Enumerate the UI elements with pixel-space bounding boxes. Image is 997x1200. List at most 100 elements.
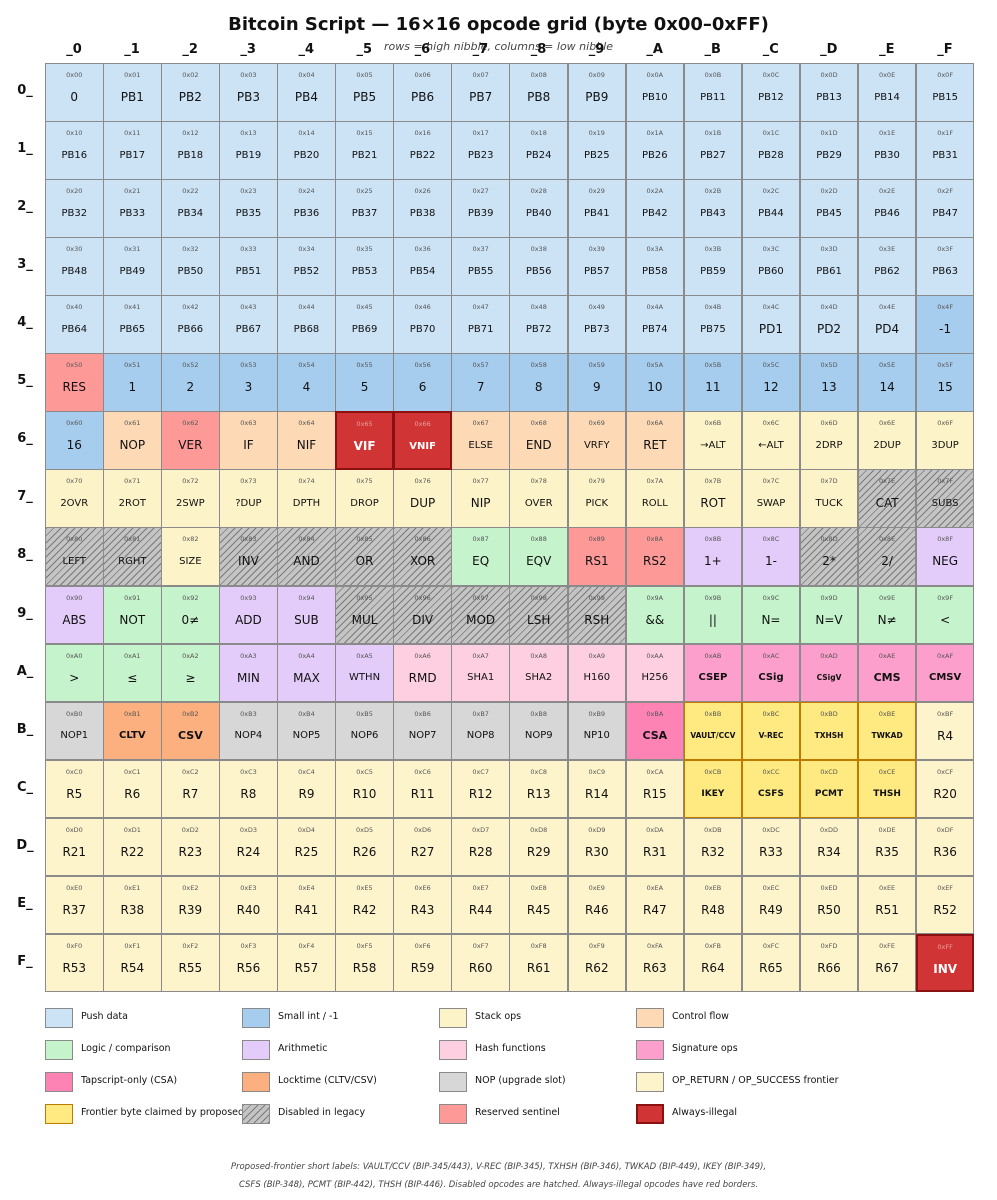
opcode-cell: 0xFC R65 — [741, 933, 801, 993]
opcode-hex: 0x7D — [820, 477, 838, 486]
opcode-cell: 0x5B 11 — [683, 353, 743, 412]
opcode-hex: 0xE2 — [182, 883, 199, 892]
opcode-label: R20 — [933, 786, 957, 801]
opcode-hex: 0x90 — [66, 593, 83, 602]
opcode-hex: 0x68 — [530, 419, 547, 428]
opcode-cell: 0x3C PB60 — [741, 237, 801, 296]
opcode-cell: 0xCF R20 — [915, 759, 975, 819]
opcode-label: PB23 — [467, 149, 494, 161]
opcode-label: R24 — [236, 844, 261, 859]
opcode-cell: 0x67 ELSE — [451, 411, 510, 470]
opcode-label: R9 — [298, 786, 315, 801]
opcode-cell: 0x04 PB4 — [277, 63, 336, 122]
opcode-hex: 0x48 — [530, 303, 547, 312]
opcode-cell: 0xE4 R41 — [277, 875, 336, 935]
opcode-label: 8 — [534, 380, 543, 395]
opcode-cell: 0xC7 R12 — [451, 759, 510, 819]
opcode-hex: 0x51 — [124, 361, 141, 370]
opcode-label: PB64 — [61, 323, 88, 335]
opcode-label: PB6 — [411, 90, 435, 104]
opcode-hex: 0x26 — [414, 187, 431, 196]
opcode-cell: 0x15 PB21 — [335, 121, 394, 180]
opcode-label: PB72 — [525, 323, 552, 335]
opcode-label: 2/ — [881, 554, 893, 569]
opcode-cell: 0x27 PB39 — [451, 179, 510, 238]
opcode-hex: 0x21 — [124, 187, 141, 196]
opcode-label: PB63 — [932, 265, 958, 277]
opcode-hex: 0xFB — [704, 941, 721, 950]
opcode-hex: 0x5B — [704, 361, 722, 370]
opcode-label: DPTH — [292, 497, 321, 509]
opcode-hex: 0x10 — [66, 129, 83, 138]
opcode-label: ≤ — [127, 670, 138, 685]
opcode-hex: 0xD7 — [472, 825, 490, 834]
opcode-cell: 0xAB CSEP — [683, 643, 743, 703]
opcode-cell: 0x97 MOD — [451, 585, 510, 645]
opcode-hex: 0x5A — [646, 361, 664, 370]
opcode-label: R27 — [410, 844, 435, 859]
opcode-label: R22 — [120, 844, 145, 859]
opcode-hex: 0xA7 — [472, 651, 489, 660]
opcode-hex: 0x47 — [472, 303, 489, 312]
opcode-cell: 0x82 SIZE — [161, 527, 220, 586]
opcode-label: R35 — [875, 844, 899, 859]
opcode-label: 14 — [879, 380, 895, 395]
opcode-label: R4 — [937, 728, 954, 743]
opcode-hex: 0xA9 — [588, 651, 606, 660]
opcode-hex: 0xA0 — [65, 651, 83, 660]
opcode-cell: 0x32 PB50 — [161, 237, 220, 296]
opcode-hex: 0xB8 — [530, 709, 547, 718]
opcode-label: 0 — [70, 90, 79, 104]
opcode-hex: 0x52 — [182, 361, 199, 370]
opcode-hex: 0x88 — [530, 535, 547, 544]
opcode-label: PB4 — [294, 90, 319, 104]
opcode-hex: 0xF9 — [588, 941, 605, 950]
opcode-label: R46 — [584, 902, 609, 917]
opcode-label: PB21 — [351, 149, 378, 161]
opcode-hex: 0x1C — [762, 129, 780, 138]
opcode-cell: 0x7E CAT — [857, 469, 917, 528]
opcode-label: DUP — [409, 496, 436, 511]
opcode-cell: 0xDE R35 — [857, 817, 917, 877]
opcode-label: R43 — [410, 902, 435, 917]
opcode-hex: 0x43 — [240, 303, 257, 312]
opcode-hex: 0xCE — [878, 767, 896, 776]
opcode-hex: 0x13 — [240, 129, 257, 138]
opcode-label: 3 — [244, 380, 253, 395]
opcode-cell: 0x08 PB8 — [509, 63, 568, 122]
opcode-cell: 0x8B 1+ — [683, 527, 743, 586]
opcode-cell: 0x51 1 — [103, 353, 162, 412]
opcode-hex: 0x3B — [704, 245, 722, 254]
opcode-cell: 0xBB VAULT/CCV — [683, 701, 743, 761]
opcode-cell: 0xD5 R26 — [335, 817, 394, 877]
opcode-cell: 0xB0 NOP1 — [45, 701, 104, 761]
opcode-hex: 0x1B — [704, 129, 722, 138]
opcode-cell: 0x3A PB58 — [625, 237, 685, 296]
column-header: _8 — [530, 42, 547, 57]
opcode-cell: 0xDB R32 — [683, 817, 743, 877]
opcode-cell: 0x87 EQ — [451, 527, 510, 586]
opcode-label: 13 — [821, 380, 837, 395]
opcode-label: R33 — [759, 844, 783, 859]
opcode-label: PB7 — [469, 90, 493, 104]
opcode-cell: 0xEC R49 — [741, 875, 801, 935]
opcode-label: PB29 — [816, 149, 842, 161]
opcode-cell: 0xCC CSFS — [741, 759, 801, 819]
opcode-cell: 0xB8 NOP9 — [509, 701, 568, 761]
opcode-label: PB25 — [583, 149, 610, 161]
opcode-hex: 0x50 — [66, 361, 83, 370]
opcode-cell: 0xE8 R45 — [509, 875, 568, 935]
opcode-hex: 0x2B — [704, 187, 722, 196]
opcode-label: WTHN — [349, 672, 381, 684]
opcode-label: CMSV — [929, 672, 962, 684]
opcode-cell: 0xFB R64 — [683, 933, 743, 993]
opcode-label: R8 — [240, 786, 257, 801]
opcode-label: PB70 — [409, 323, 436, 335]
opcode-label: 10 — [647, 380, 663, 395]
legend-swatch — [242, 1072, 270, 1092]
row-header: F_ — [17, 953, 33, 969]
opcode-hex: 0x89 — [588, 535, 605, 544]
opcode-label: NOP8 — [466, 730, 495, 742]
opcode-label: PB61 — [816, 265, 842, 277]
opcode-hex: 0xC2 — [182, 767, 199, 776]
